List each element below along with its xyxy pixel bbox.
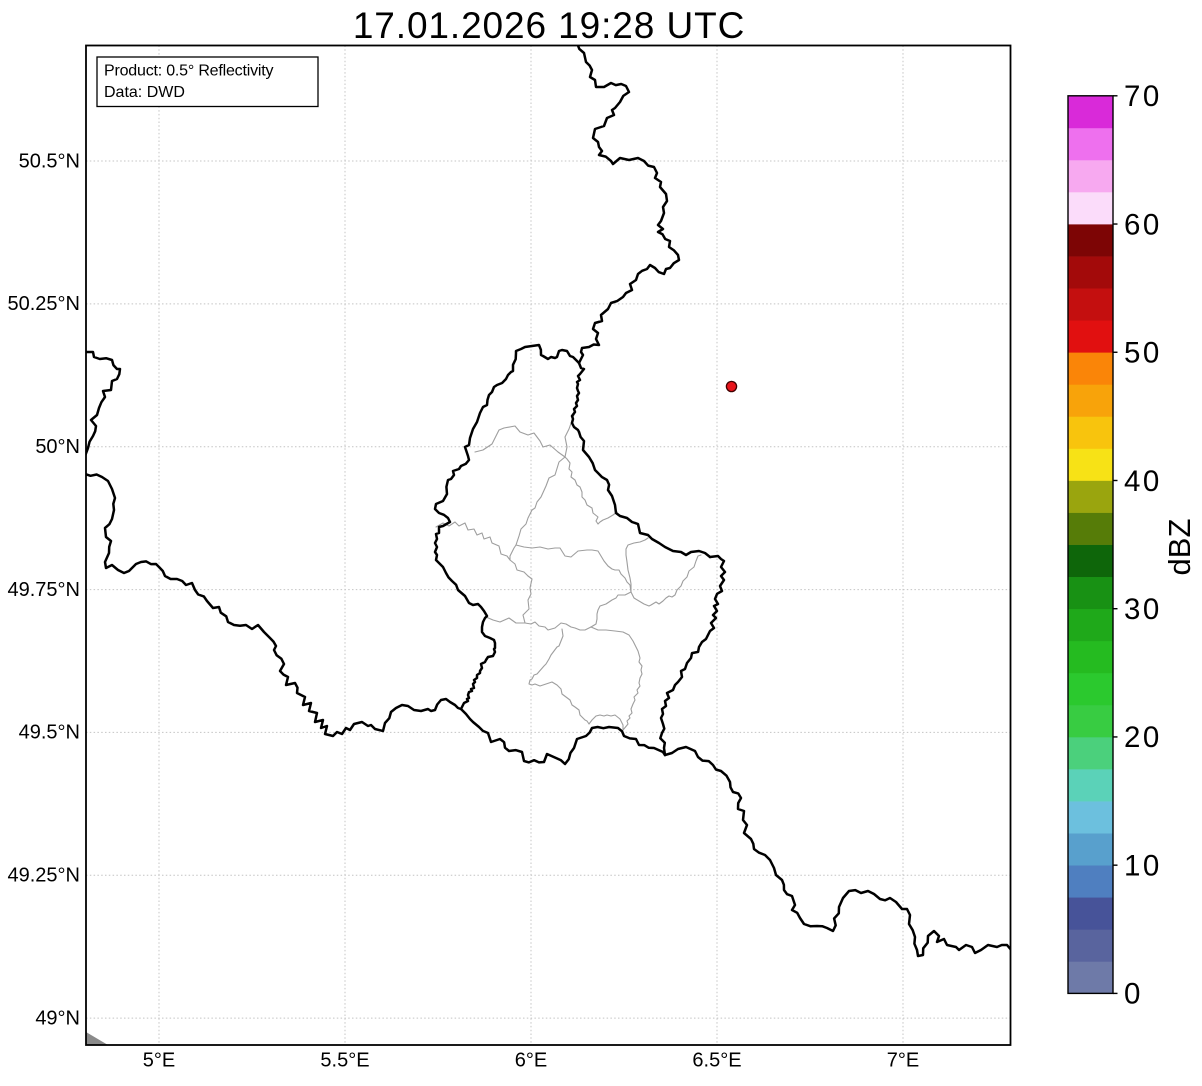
svg-text:49.25°N: 49.25°N: [8, 865, 81, 887]
svg-text:50°N: 50°N: [35, 436, 80, 458]
svg-text:7°E: 7°E: [887, 1050, 919, 1072]
svg-text:50.5°N: 50.5°N: [19, 150, 80, 172]
svg-text:60: 60: [1124, 208, 1162, 241]
svg-text:50: 50: [1124, 337, 1162, 370]
svg-text:Product: 0.5° Reflectivity: Product: 0.5° Reflectivity: [104, 63, 273, 80]
svg-text:49.5°N: 49.5°N: [19, 722, 80, 744]
svg-text:30: 30: [1124, 593, 1162, 626]
svg-text:0: 0: [1124, 978, 1143, 1011]
svg-text:50.25°N: 50.25°N: [8, 293, 81, 315]
svg-text:70: 70: [1124, 80, 1162, 113]
svg-text:6.5°E: 6.5°E: [692, 1050, 741, 1072]
svg-text:49°N: 49°N: [35, 1007, 80, 1029]
svg-text:5.5°E: 5.5°E: [320, 1050, 369, 1072]
svg-text:17.01.2026 19:28 UTC: 17.01.2026 19:28 UTC: [353, 5, 745, 46]
svg-text:40: 40: [1124, 465, 1162, 498]
svg-text:5°E: 5°E: [143, 1050, 175, 1072]
svg-text:6°E: 6°E: [515, 1050, 547, 1072]
svg-text:10: 10: [1124, 849, 1162, 882]
svg-text:49.75°N: 49.75°N: [8, 579, 81, 601]
svg-text:dBZ: dBZ: [1162, 519, 1197, 576]
svg-text:Data: DWD: Data: DWD: [104, 84, 185, 101]
svg-text:20: 20: [1124, 721, 1162, 754]
